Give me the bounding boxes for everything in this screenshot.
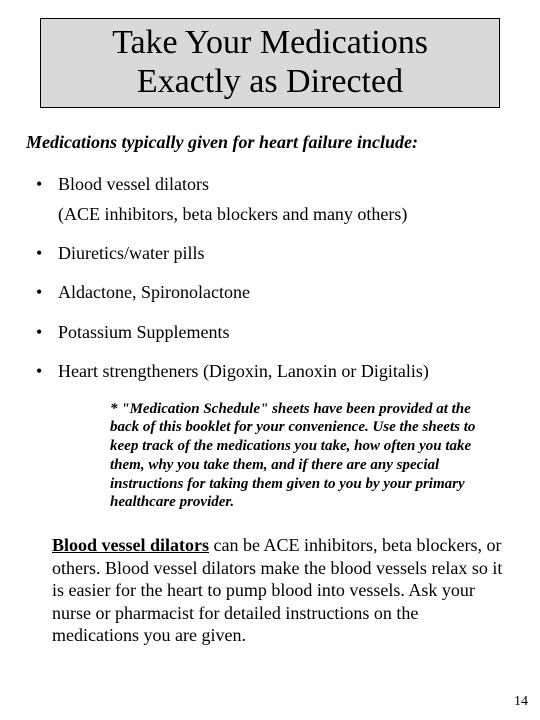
page-number: 14 (514, 694, 528, 710)
list-item: Heart strengtheners (Digoxin, Lanoxin or… (36, 360, 518, 383)
title-line-2: Exactly as Directed (51, 62, 489, 101)
body-paragraph: Blood vessel dilators can be ACE inhibit… (52, 534, 504, 647)
subheading: Medications typically given for heart fa… (26, 132, 518, 153)
paragraph-lead: Blood vessel dilators (52, 535, 209, 555)
list-item: Blood vessel dilators (ACE inhibitors, b… (36, 173, 518, 226)
list-item-text: Blood vessel dilators (58, 174, 209, 194)
list-item-text: Potassium Supplements (58, 322, 230, 342)
title-line-1: Take Your Medications (51, 23, 489, 62)
list-item-text: Aldactone, Spironolactone (58, 282, 250, 302)
list-item-text: Diuretics/water pills (58, 243, 204, 263)
list-item: Potassium Supplements (36, 321, 518, 344)
list-item-text: Heart strengtheners (Digoxin, Lanoxin or… (58, 361, 429, 381)
list-item: Aldactone, Spironolactone (36, 281, 518, 304)
title-box: Take Your Medications Exactly as Directe… (40, 18, 500, 108)
list-item: Diuretics/water pills (36, 242, 518, 265)
list-item-subtext: (ACE inhibitors, beta blockers and many … (58, 203, 518, 226)
bullet-list: Blood vessel dilators (ACE inhibitors, b… (36, 173, 518, 383)
footnote: * "Medication Schedule" sheets have been… (110, 400, 488, 513)
